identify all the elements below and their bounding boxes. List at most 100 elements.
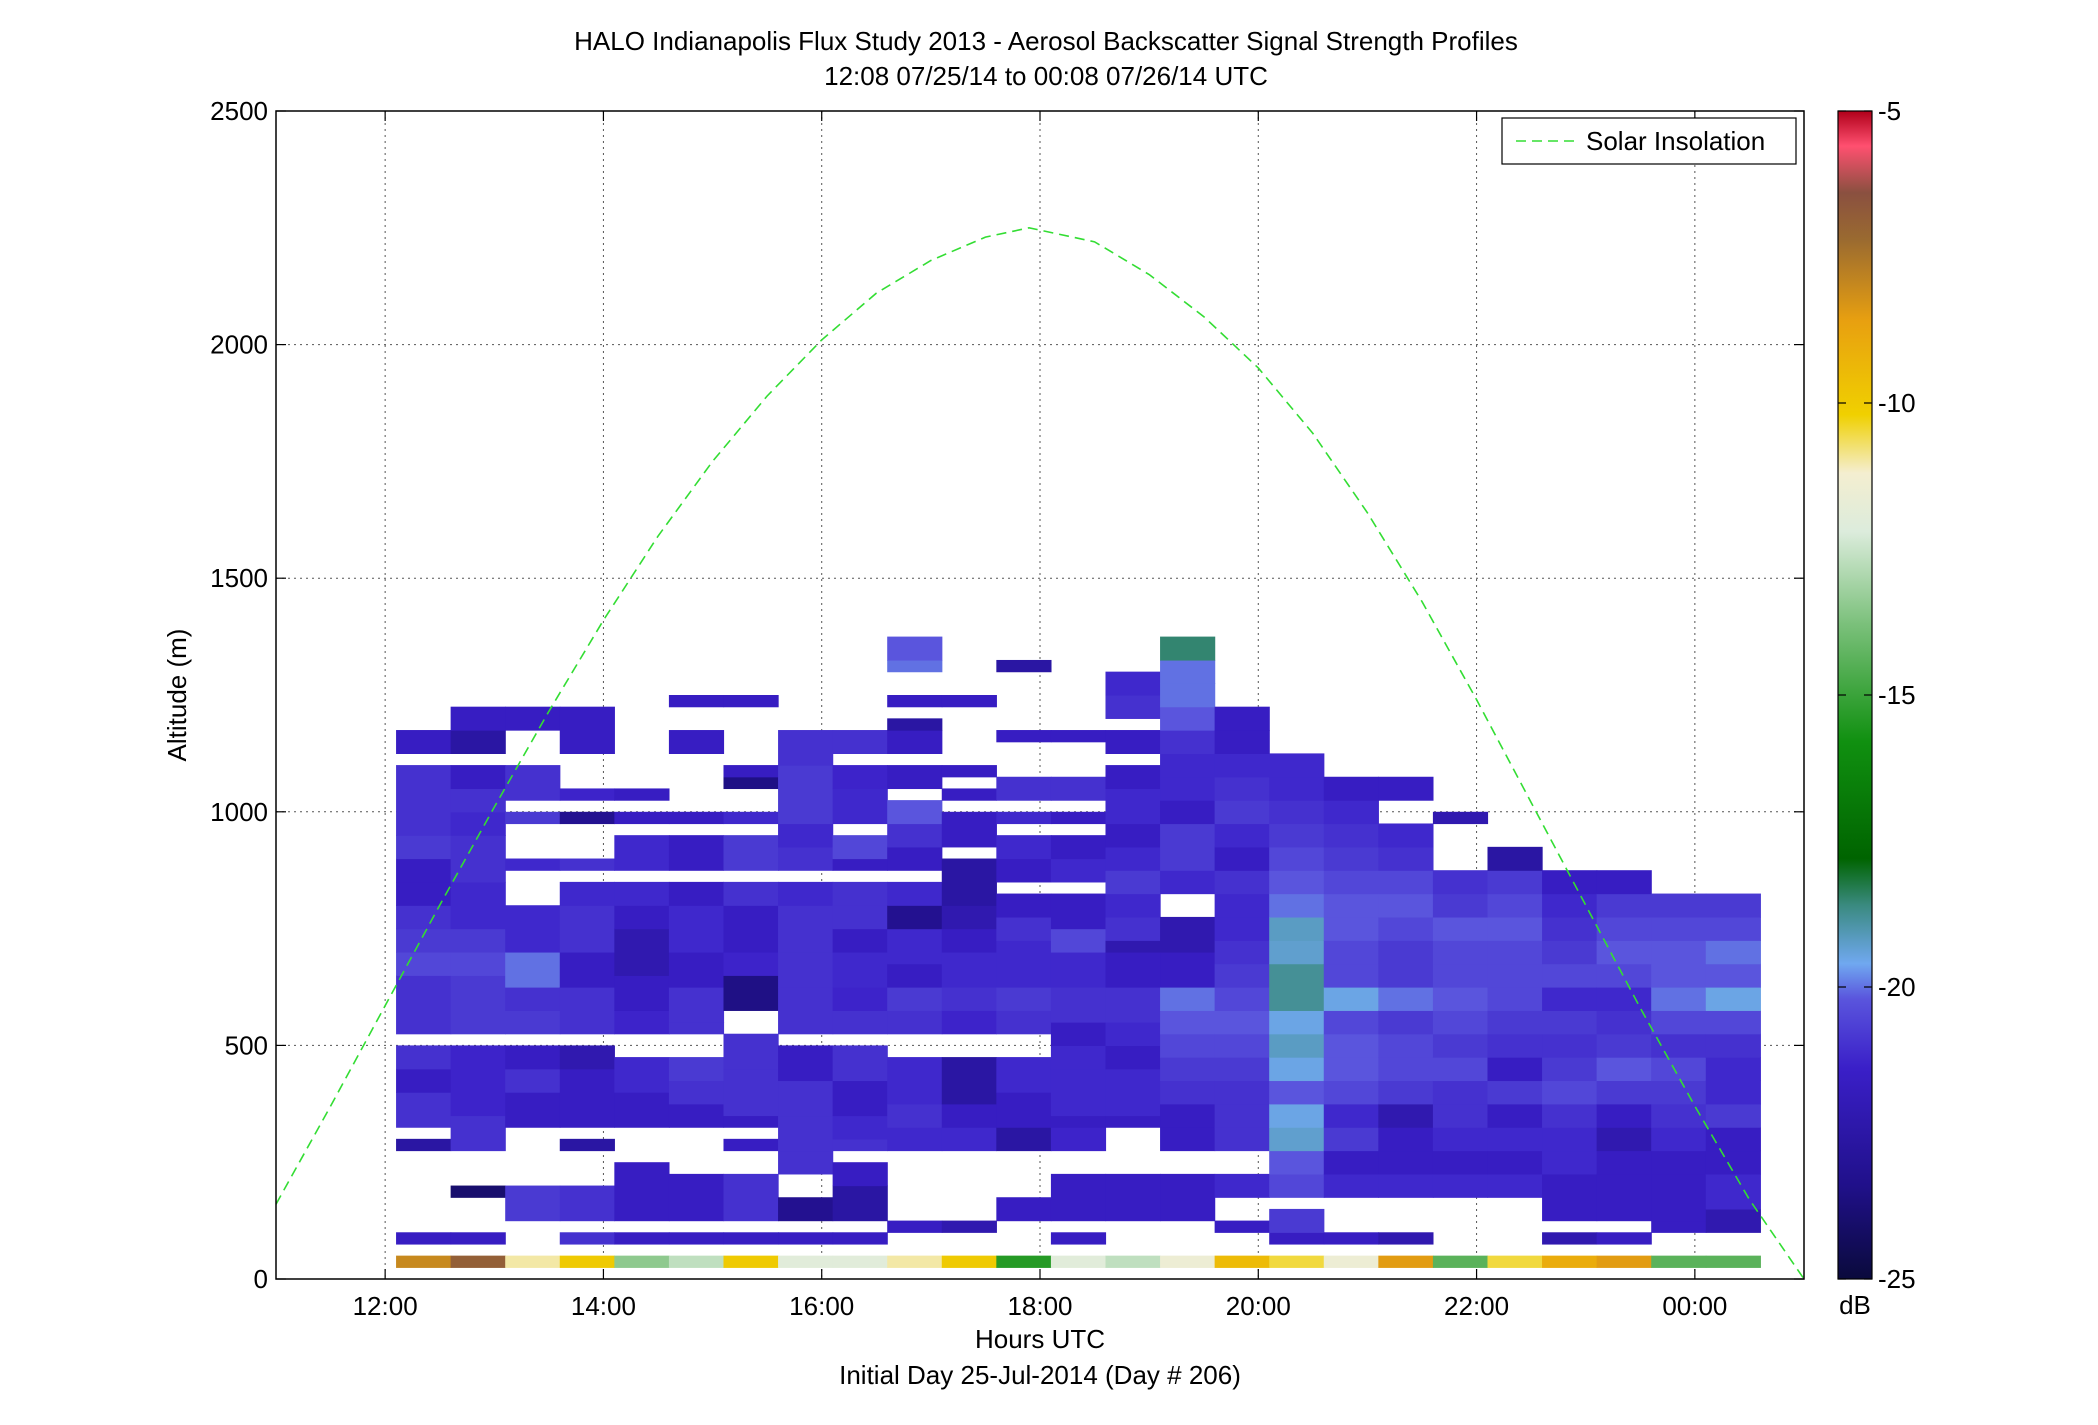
heatmap-cell [450, 928, 506, 953]
heatmap-cell [1050, 1115, 1107, 1128]
axis-ticks: 12:00 14:00 16:00 18:00 20:00 22:00 00:00 0 500 1… [210, 96, 1804, 1321]
heatmap-cell [723, 1068, 779, 1117]
heatmap-cell [1269, 940, 1325, 965]
heatmap-cell [1050, 811, 1107, 825]
heatmap-cell [1050, 730, 1107, 743]
heatmap-cell [1651, 1255, 1707, 1268]
heatmap-cell [1705, 1057, 1761, 1082]
heatmap-cell [1269, 870, 1325, 895]
heatmap-cell [723, 905, 779, 953]
heatmap-cell [996, 987, 1052, 1011]
heatmap-cell [941, 788, 997, 801]
heatmap-cell [723, 1255, 779, 1268]
heatmap-cell [723, 835, 779, 871]
heatmap-cell [1378, 1127, 1434, 1152]
heatmap-cell [996, 858, 1052, 883]
heatmap-cell [1269, 987, 1325, 1011]
heatmap-cell [1214, 730, 1270, 754]
heatmap-cell [723, 881, 779, 906]
heatmap-cell [450, 811, 506, 836]
colorbar-tick-label: -10 [1878, 388, 1916, 418]
heatmap-cell [1378, 823, 1434, 848]
heatmap-cell [1596, 1127, 1652, 1152]
heatmap-cell [1487, 940, 1543, 965]
heatmap-cell [1050, 858, 1107, 883]
heatmap-cell [396, 1138, 452, 1152]
heatmap-cell [778, 1255, 834, 1268]
heatmap-cell [450, 1185, 506, 1198]
heatmap-cell [941, 905, 997, 930]
heatmap-cell [941, 695, 997, 708]
heatmap-cell [1487, 1150, 1543, 1175]
heatmap-cell [887, 718, 943, 731]
heatmap-cell [1269, 893, 1325, 918]
chart-subtitle: 12:08 07/25/14 to 00:08 07/26/14 UTC [824, 61, 1268, 91]
heatmap-cell [723, 1173, 779, 1222]
colorbar-tick-label: -15 [1878, 680, 1916, 710]
heatmap-cell [832, 1138, 888, 1152]
heatmap-cell [1214, 1173, 1270, 1198]
heatmap-cell [941, 987, 997, 1011]
chart-title: HALO Indianapolis Flux Study 2013 - Aero… [574, 26, 1518, 56]
heatmap-cell [1487, 963, 1543, 988]
heatmap-cell [1432, 940, 1489, 965]
heatmap-cell [1651, 1173, 1707, 1222]
heatmap-cell [1378, 846, 1434, 871]
heatmap-cell [1323, 870, 1379, 895]
heatmap-cell [723, 811, 779, 825]
heatmap-cell [559, 881, 615, 906]
heatmap-cell [1269, 1080, 1325, 1105]
x-tick-label: 22:00 [1444, 1291, 1509, 1321]
heatmap-cell [1269, 916, 1325, 941]
heatmap-cell [559, 987, 615, 1035]
heatmap-cell [1214, 1033, 1270, 1058]
heatmap-cell [1269, 1127, 1325, 1152]
heatmap-cell [1160, 1080, 1216, 1105]
heatmap-cell [1214, 1220, 1270, 1233]
heatmap-cell [1596, 1103, 1652, 1128]
heatmap-cell [1160, 753, 1216, 778]
heatmap-cell [505, 765, 561, 801]
heatmap-cell [1542, 1150, 1598, 1175]
heatmap-cell [505, 1185, 561, 1222]
heatmap-cell [396, 835, 452, 860]
heatmap-cell [1432, 1255, 1489, 1268]
y-tick-label: 2000 [210, 330, 268, 360]
heatmap-cell [1705, 1208, 1761, 1233]
heatmap-cell [396, 765, 452, 836]
legend: Solar Insolation [1501, 117, 1797, 165]
heatmap-cell [505, 951, 561, 988]
heatmap-cell [1487, 1033, 1543, 1058]
heatmap-cell [832, 1185, 888, 1222]
heatmap-cell [887, 987, 943, 1011]
heatmap-cell [450, 951, 506, 976]
heatmap-cell [668, 1255, 725, 1268]
heatmap-cell [1160, 1103, 1216, 1128]
heatmap-cell [1705, 940, 1761, 965]
heatmap-cell [832, 1045, 888, 1082]
heatmap-cell [505, 987, 561, 1011]
heatmap-cell [1596, 1010, 1652, 1035]
heatmap-cell [450, 788, 506, 813]
heatmap-cell [1269, 1057, 1325, 1082]
heatmap-cell [559, 811, 615, 825]
heatmap-cell [505, 811, 561, 825]
heatmap-cell [1487, 1255, 1543, 1268]
heatmap-cell [941, 951, 997, 988]
heatmap-cell [1705, 1150, 1761, 1175]
heatmap-cell [1050, 835, 1107, 860]
heatmap-cell [1705, 1173, 1761, 1210]
heatmap-cell [887, 695, 943, 708]
heatmap-cell [559, 706, 615, 754]
heatmap-cell [1487, 916, 1543, 941]
heatmap-cell [832, 835, 888, 860]
heatmap-cell [1487, 1103, 1543, 1128]
heatmap-cell [668, 951, 725, 988]
heatmap-cell [614, 1010, 670, 1035]
heatmap-cell [1705, 987, 1761, 1011]
heatmap-cell [505, 858, 561, 871]
heatmap-cell [1378, 987, 1434, 1011]
solar-insolation-line [275, 226, 1805, 1280]
heatmap-cell [1432, 1150, 1489, 1175]
heatmap-cell [1596, 1232, 1652, 1245]
